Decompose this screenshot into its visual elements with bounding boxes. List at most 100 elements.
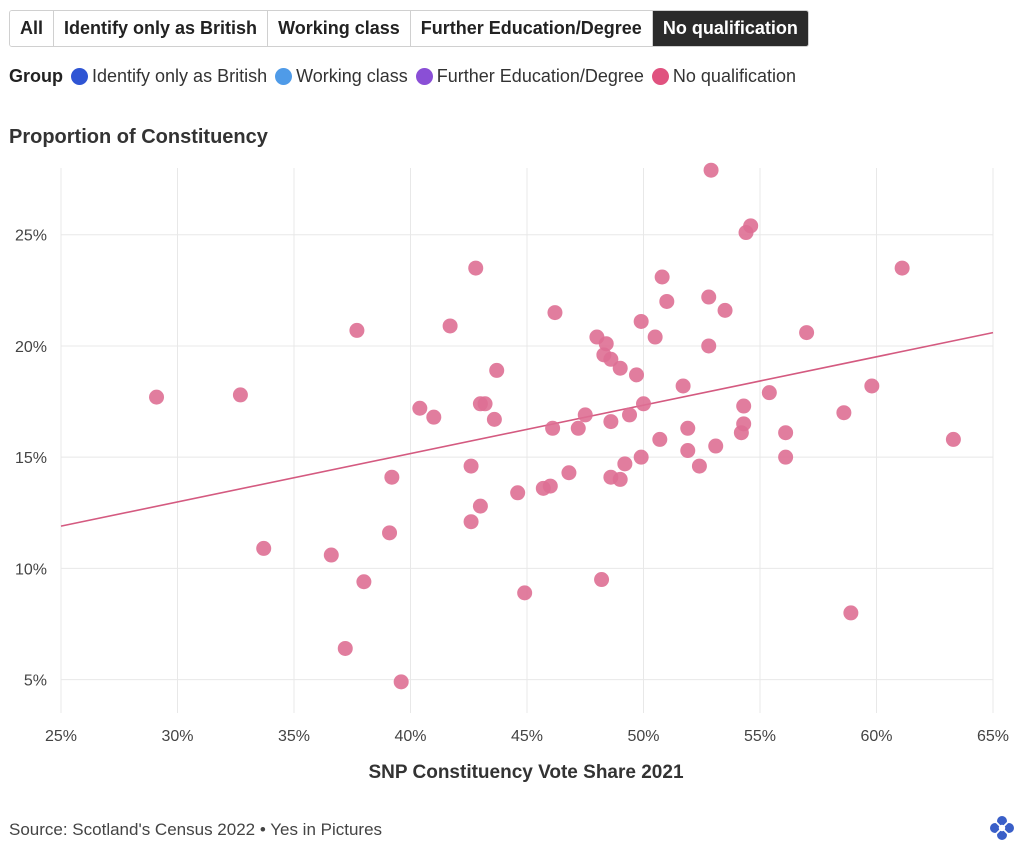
tab-working-class[interactable]: Working class <box>268 11 411 46</box>
data-point[interactable] <box>149 389 165 405</box>
data-point[interactable] <box>612 360 628 376</box>
data-point[interactable] <box>701 338 717 354</box>
legend-item-label: No qualification <box>672 66 796 86</box>
data-point[interactable] <box>647 329 663 345</box>
data-point[interactable] <box>617 456 633 472</box>
chart-subtitle: Proportion of Constituency <box>9 126 268 148</box>
y-tick-label: 10% <box>15 561 47 578</box>
data-point[interactable] <box>382 525 398 541</box>
data-point[interactable] <box>629 367 645 383</box>
data-point[interactable] <box>743 218 759 234</box>
x-tick-label: 55% <box>744 728 776 745</box>
x-tick-label: 65% <box>977 728 1009 745</box>
tick-labels: 25% 30% 35% 40% 45% 50% 55% 60% 65% 5% 10% 15% 20% 25… <box>15 228 1009 745</box>
data-point[interactable] <box>472 498 488 514</box>
data-point[interactable] <box>654 269 670 285</box>
x-axis-label: SNP Constituency Vote Share 2021 <box>368 762 683 783</box>
legend-item-label: Further Education/Degree <box>436 66 644 86</box>
y-tick-label: 5% <box>24 673 47 690</box>
data-point[interactable] <box>547 305 563 321</box>
data-point[interactable] <box>486 411 502 427</box>
legend-item-further-education[interactable]: Further Education/Degree <box>415 66 644 87</box>
data-point[interactable] <box>598 336 614 352</box>
data-point[interactable] <box>603 351 619 367</box>
data-point[interactable] <box>778 425 794 441</box>
data-point[interactable] <box>468 260 484 276</box>
y-tick-label: 20% <box>15 339 47 356</box>
data-point[interactable] <box>356 574 372 590</box>
data-point[interactable] <box>594 572 610 588</box>
data-point[interactable] <box>736 398 752 414</box>
legend-item-working-class[interactable]: Working class <box>275 66 408 87</box>
data-point[interactable] <box>337 640 353 656</box>
legend-item-identify-only-british[interactable]: Identify only as British <box>71 66 267 87</box>
data-point[interactable] <box>680 420 696 436</box>
scatter-chart: 25% 30% 35% 40% 45% 50% 55% 60% 65% 5% 10% 15% 20% 25… <box>15 162 1009 783</box>
data-point[interactable] <box>736 416 752 432</box>
data-point[interactable] <box>323 547 339 563</box>
data-point[interactable] <box>463 458 479 474</box>
data-point[interactable] <box>517 585 533 601</box>
data-point[interactable] <box>570 420 586 436</box>
x-tick-label: 35% <box>278 728 310 745</box>
data-point[interactable] <box>633 313 649 329</box>
legend-item-label: Working class <box>296 66 408 86</box>
data-point[interactable] <box>864 378 880 394</box>
data-point[interactable] <box>577 407 593 423</box>
data-point[interactable] <box>612 471 628 487</box>
legend-item-label: Identify only as British <box>92 66 268 86</box>
legend-swatch-icon <box>415 68 433 85</box>
data-point[interactable] <box>561 465 577 481</box>
data-point[interactable] <box>232 387 248 403</box>
data-point[interactable] <box>708 438 724 454</box>
data-point[interactable] <box>622 407 638 423</box>
data-point[interactable] <box>393 674 409 690</box>
x-tick-label: 50% <box>627 728 659 745</box>
data-point[interactable] <box>894 260 910 276</box>
legend-item-no-qualification[interactable]: No qualification <box>651 66 796 87</box>
x-tick-label: 40% <box>394 728 426 745</box>
data-point[interactable] <box>349 322 365 338</box>
data-point[interactable] <box>489 362 505 378</box>
data-point[interactable] <box>652 431 668 447</box>
data-point[interactable] <box>463 514 479 530</box>
data-point[interactable] <box>778 449 794 465</box>
data-point[interactable] <box>442 318 458 334</box>
data-point[interactable] <box>799 325 815 341</box>
data-point[interactable] <box>843 605 859 621</box>
data-point[interactable] <box>633 449 649 465</box>
tab-identify-only-british[interactable]: Identify only as British <box>54 11 269 46</box>
grid-lines <box>60 168 994 713</box>
data-point[interactable] <box>510 485 526 501</box>
data-point[interactable] <box>659 293 675 309</box>
data-point[interactable] <box>761 385 777 401</box>
group-tab-bar: All Identify only as British Working cla… <box>9 10 809 47</box>
data-point[interactable] <box>542 478 558 494</box>
data-point[interactable] <box>426 409 442 425</box>
data-point[interactable] <box>384 469 400 485</box>
tab-all[interactable]: All <box>10 11 55 46</box>
data-point[interactable] <box>675 378 691 394</box>
y-tick-label: 15% <box>15 450 47 467</box>
yes-in-pictures-logo-icon <box>989 815 1015 841</box>
data-point[interactable] <box>603 414 619 430</box>
tab-further-education[interactable]: Further Education/Degree <box>410 11 653 46</box>
data-point[interactable] <box>680 443 696 459</box>
tab-no-qualification[interactable]: No qualification <box>652 11 808 46</box>
legend-swatch-icon <box>651 68 669 85</box>
x-tick-label: 30% <box>161 728 193 745</box>
data-point[interactable] <box>477 396 493 412</box>
data-point[interactable] <box>836 405 852 421</box>
x-tick-label: 45% <box>511 728 543 745</box>
data-point[interactable] <box>691 458 707 474</box>
data-point[interactable] <box>717 302 733 318</box>
data-point[interactable] <box>703 162 719 178</box>
data-point[interactable] <box>945 431 961 447</box>
data-point[interactable] <box>701 289 717 305</box>
data-point[interactable] <box>636 396 651 412</box>
source-footer: Source: Scotland's Census 2022 • Yes in … <box>9 820 383 839</box>
trend-layer <box>60 331 994 527</box>
data-point[interactable] <box>545 420 561 436</box>
data-point[interactable] <box>412 400 428 416</box>
data-point[interactable] <box>256 540 272 556</box>
